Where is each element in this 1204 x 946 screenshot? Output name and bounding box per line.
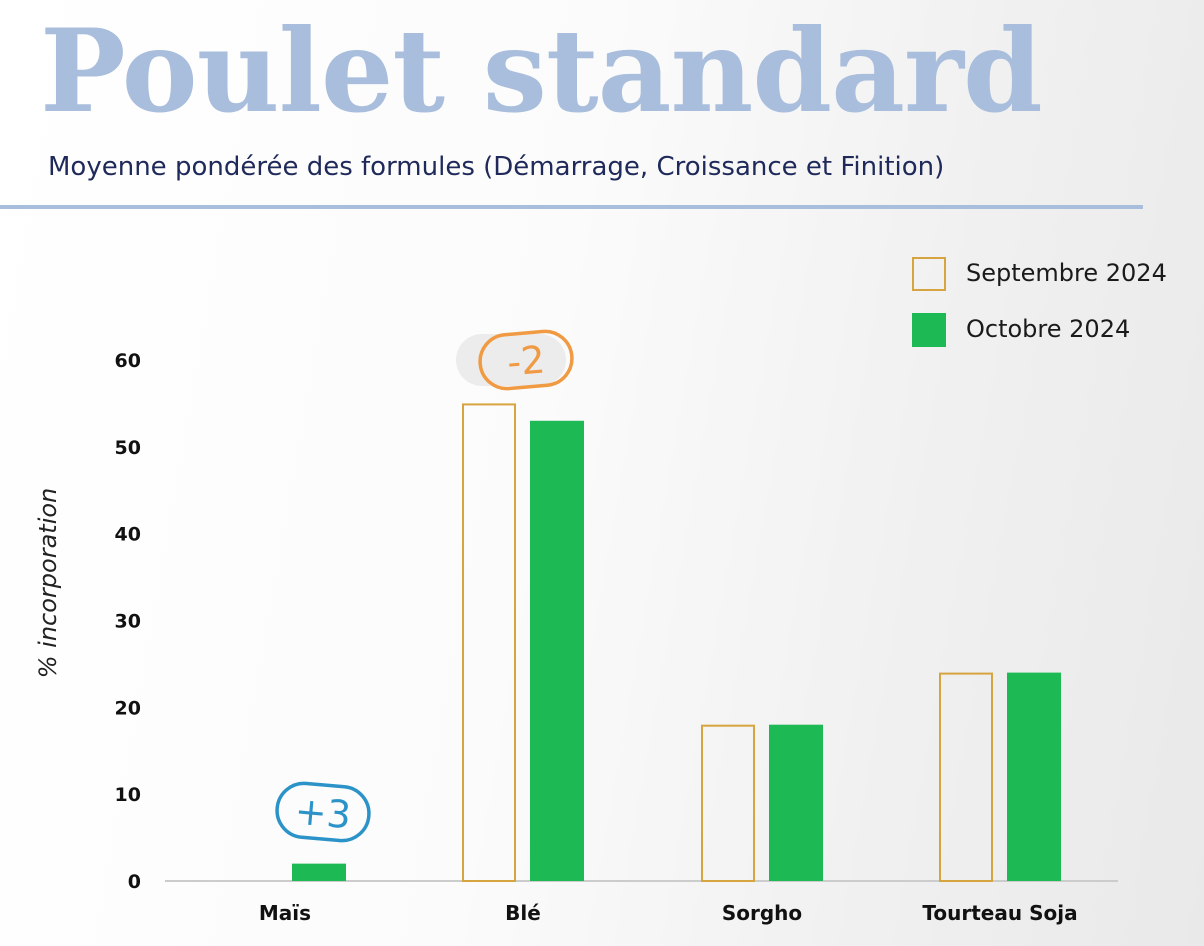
y-tick-label: 30 <box>115 611 141 633</box>
bar-octobre-ble <box>530 420 584 881</box>
y-tick-label: 40 <box>115 524 141 546</box>
y-tick-label: 20 <box>115 697 141 719</box>
bar-septembre-sorgho <box>701 724 755 883</box>
change-badge-ble <box>478 329 574 391</box>
bar-octobre-tourteau-soja <box>1007 672 1061 881</box>
x-tick-label: Sorgho <box>722 901 802 925</box>
y-tick-label: 50 <box>115 437 141 459</box>
bar-octobre-sorgho <box>769 724 823 881</box>
legend-label-octobre: Octobre 2024 <box>966 315 1131 343</box>
chart-title: Poulet standard <box>40 4 1043 138</box>
y-tick-label: 60 <box>115 350 141 372</box>
title-divider <box>0 205 1143 209</box>
bar-octobre-mais <box>292 863 346 881</box>
x-tick-label: Blé <box>505 901 541 925</box>
bar-septembre-tourteau-soja <box>939 672 993 882</box>
change-badge-mais <box>275 781 371 843</box>
legend-swatch-octobre <box>912 313 946 347</box>
y-tick-label: 10 <box>115 784 141 806</box>
change-badge-label: -2 <box>505 337 547 384</box>
y-axis-title: % incorporation <box>34 488 62 679</box>
legend-label-septembre: Septembre 2024 <box>966 259 1167 287</box>
legend-swatch-septembre <box>912 257 946 291</box>
change-badge-label: +3 <box>293 789 353 838</box>
x-tick-label: Maïs <box>259 901 311 925</box>
bar-septembre-ble <box>462 403 516 882</box>
x-tick-label: Tourteau Soja <box>922 901 1077 925</box>
y-tick-label: 0 <box>128 871 141 893</box>
chart-subtitle: Moyenne pondérée des formules (Démarrage… <box>48 152 945 182</box>
